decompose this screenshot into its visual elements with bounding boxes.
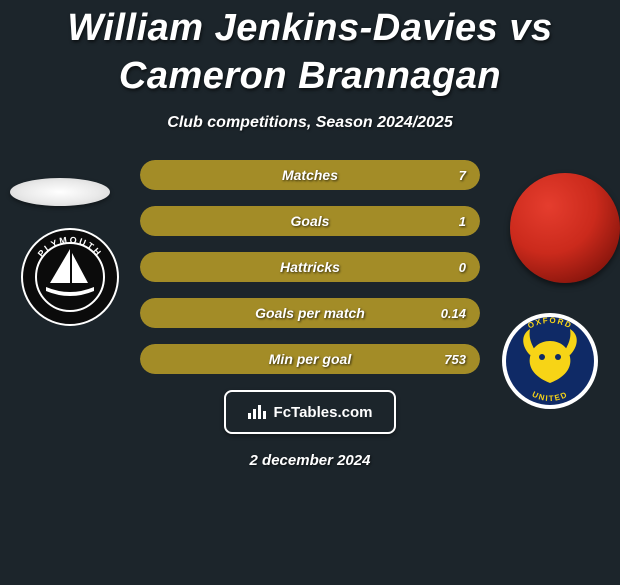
subtitle: Club competitions, Season 2024/2025 xyxy=(0,114,620,132)
brand-text: FcTables.com xyxy=(274,404,373,421)
brand-pill[interactable]: FcTables.com xyxy=(224,390,396,434)
page-title: William Jenkins-Davies vs Cameron Branna… xyxy=(0,5,620,100)
stat-label: Hattricks xyxy=(140,252,480,282)
plymouth-badge-svg: PLYMOUTH xyxy=(20,227,120,327)
photo-placeholder-ellipse xyxy=(10,178,110,206)
club-badge-left: PLYMOUTH xyxy=(20,227,120,327)
club-badge-right: OXFORD UNITED xyxy=(500,311,600,415)
stat-value-right: 753 xyxy=(444,344,466,374)
stat-value-right: 1 xyxy=(459,206,466,236)
stat-value-right: 7 xyxy=(459,160,466,190)
stat-row: Min per goal753 xyxy=(140,344,480,374)
stat-label: Goals per match xyxy=(140,298,480,328)
stat-value-right: 0 xyxy=(459,252,466,282)
stat-value-right: 0.14 xyxy=(441,298,466,328)
stats-container: Matches7Goals1Hattricks0Goals per match0… xyxy=(140,160,480,374)
stat-row: Matches7 xyxy=(140,160,480,190)
player-photo-right xyxy=(510,173,620,283)
stat-row: Goals per match0.14 xyxy=(140,298,480,328)
bars-icon xyxy=(248,403,268,421)
stat-row: Goals1 xyxy=(140,206,480,236)
stat-row: Hattricks0 xyxy=(140,252,480,282)
oxford-badge-svg: OXFORD UNITED xyxy=(500,311,600,415)
stat-label: Goals xyxy=(140,206,480,236)
date-text: 2 december 2024 xyxy=(0,452,620,469)
stat-label: Min per goal xyxy=(140,344,480,374)
stat-label: Matches xyxy=(140,160,480,190)
